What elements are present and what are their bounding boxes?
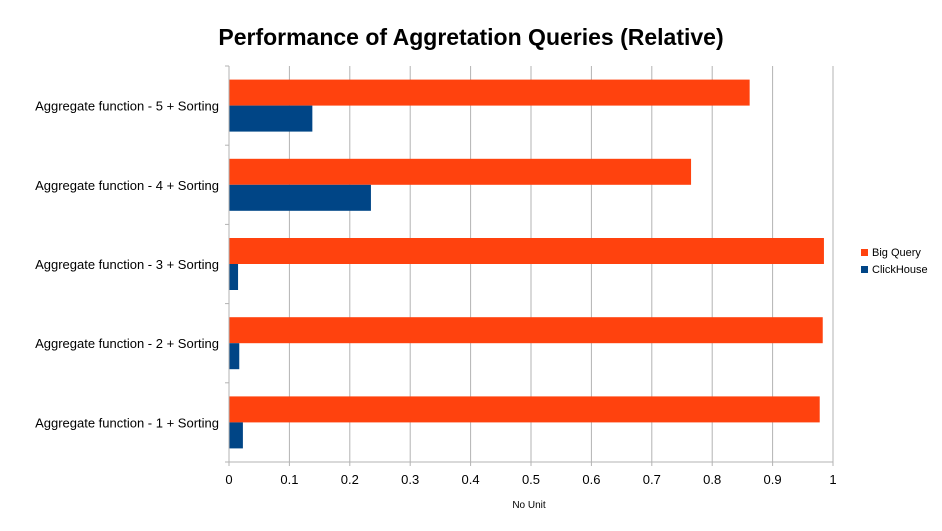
legend-label: Big Query: [872, 247, 921, 259]
x-tick-label: 0.7: [643, 472, 661, 487]
x-tick-labels: 0 0.1 0.2 0.3 0.4 0.5 0.6 0.7 0.8 0.9 1: [225, 472, 836, 487]
category-labels: Aggregate function - 1 + Sorting Aggregat…: [35, 99, 219, 431]
x-tick-label: 0.1: [280, 472, 298, 487]
x-tick-label: 0.3: [401, 472, 419, 487]
bar-clickhouse: [229, 422, 243, 449]
bar-big-query: [229, 396, 820, 423]
x-tick-label: 0: [225, 472, 232, 487]
x-tick-label: 1: [829, 472, 836, 487]
bar-clickhouse: [229, 343, 240, 370]
bar-big-query: [229, 158, 692, 185]
bar-big-query: [229, 79, 750, 106]
bar-big-query: [229, 238, 824, 264]
x-tick-label: 0.6: [582, 472, 600, 487]
category-label: Aggregate function - 1 + Sorting: [35, 415, 219, 430]
x-tick-label: 0.8: [703, 472, 721, 487]
bar-clickhouse: [229, 105, 313, 132]
axes: [225, 65, 834, 466]
x-axis-label: No Unit: [512, 500, 546, 511]
bars: [229, 79, 824, 449]
x-tick-label: 0.9: [764, 472, 782, 487]
legend-swatch: [861, 249, 868, 256]
legend-swatch: [861, 266, 868, 273]
bar-clickhouse: [229, 264, 239, 290]
category-label: Aggregate function - 3 + Sorting: [35, 257, 219, 272]
bar-clickhouse: [229, 184, 371, 211]
bar-big-query: [229, 317, 823, 344]
x-tick-label: 0.5: [522, 472, 540, 487]
legend-label: ClickHouse: [872, 264, 928, 276]
category-label: Aggregate function - 4 + Sorting: [35, 178, 219, 193]
legend: Big Query ClickHouse: [861, 247, 928, 276]
category-label: Aggregate function - 2 + Sorting: [35, 336, 219, 351]
chart-title: Performance of Aggretation Queries (Rela…: [218, 24, 723, 50]
x-tick-label: 0.2: [341, 472, 359, 487]
category-label: Aggregate function - 5 + Sorting: [35, 99, 219, 114]
x-tick-label: 0.4: [462, 472, 480, 487]
